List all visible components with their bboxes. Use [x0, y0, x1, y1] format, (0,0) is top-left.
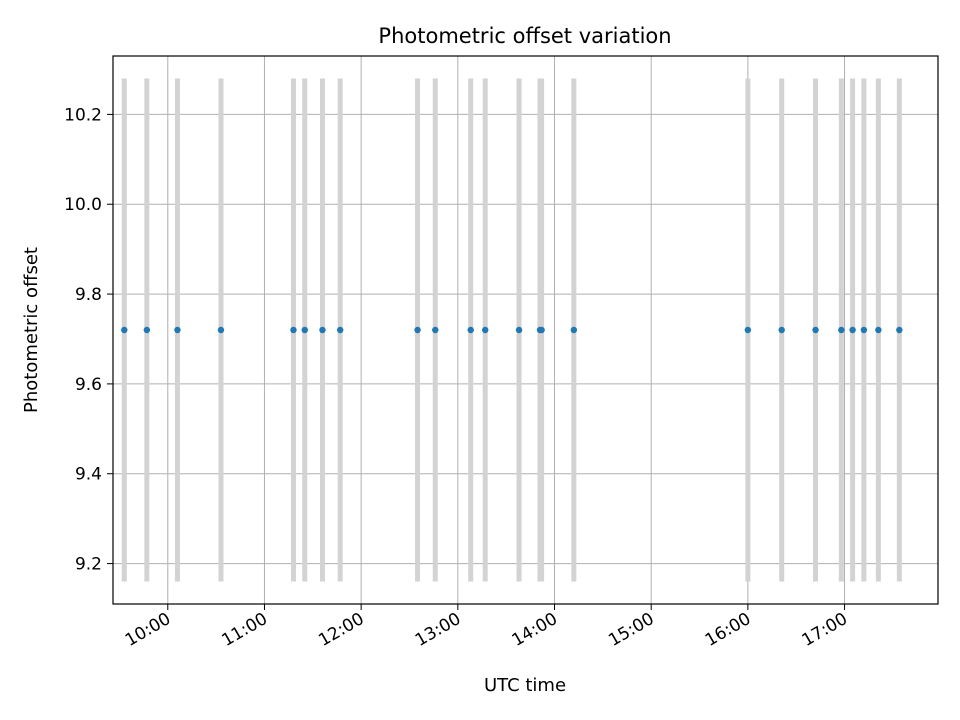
- y-tick-label: 9.6: [75, 375, 102, 395]
- data-point: [812, 327, 818, 333]
- data-point: [302, 327, 308, 333]
- x-axis-label: UTC time: [484, 675, 566, 696]
- data-point: [861, 327, 867, 333]
- data-point: [319, 327, 325, 333]
- y-tick-label: 10.0: [64, 195, 102, 215]
- chart-title: Photometric offset variation: [378, 24, 671, 48]
- data-point: [838, 327, 844, 333]
- data-point: [290, 327, 296, 333]
- data-point: [745, 327, 751, 333]
- data-point: [174, 327, 180, 333]
- data-point: [896, 327, 902, 333]
- data-point: [218, 327, 224, 333]
- data-point: [849, 327, 855, 333]
- data-point: [414, 327, 420, 333]
- data-point: [468, 327, 474, 333]
- y-tick-label: 9.4: [75, 465, 102, 485]
- data-point: [538, 327, 544, 333]
- data-point: [337, 327, 343, 333]
- data-point: [144, 327, 150, 333]
- data-point: [516, 327, 522, 333]
- y-axis-label: Photometric offset: [21, 247, 42, 413]
- data-point: [121, 327, 127, 333]
- data-point: [482, 327, 488, 333]
- data-point: [432, 327, 438, 333]
- y-tick-label: 10.2: [64, 105, 102, 125]
- data-point: [571, 327, 577, 333]
- data-point: [779, 327, 785, 333]
- data-point: [875, 327, 881, 333]
- y-tick-label: 9.2: [75, 555, 102, 575]
- y-tick-label: 9.8: [75, 285, 102, 305]
